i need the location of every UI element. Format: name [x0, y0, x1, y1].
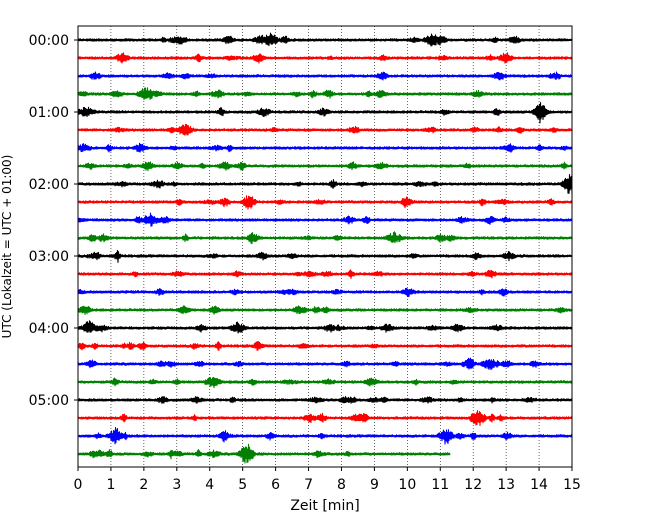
x-tick-label-0: 0: [74, 477, 83, 493]
x-axis-ticks: 0 1 2 3 4 5 6 7 8 9 10 11 12 13 14 15: [74, 467, 581, 493]
x-tick-label-14: 14: [530, 477, 548, 493]
trace-1: [77, 52, 573, 64]
x-tick-label-12: 12: [464, 477, 482, 493]
trace-8: [77, 173, 573, 194]
trace-7: [77, 161, 573, 172]
trace-16: [77, 320, 573, 334]
trace-13: [77, 269, 573, 279]
x-tick-label-1: 1: [106, 477, 115, 493]
y-tick-label-3: 03:00: [29, 249, 69, 265]
y-axis-label: UTC (Lokalzeit = UTC + 01:00): [0, 155, 14, 339]
x-tick-label-3: 3: [172, 477, 181, 493]
x-tick-label-2: 2: [139, 477, 148, 493]
x-tick-label-4: 4: [205, 477, 214, 493]
trace-21: [77, 410, 573, 427]
trace-12: [77, 249, 573, 263]
trace-14: [77, 287, 573, 298]
trace-6: [77, 142, 573, 153]
trace-4: [77, 102, 573, 124]
x-tick-label-8: 8: [337, 477, 346, 493]
y-tick-label-1: 01:00: [29, 105, 69, 121]
x-tick-label-6: 6: [271, 477, 280, 493]
x-tick-label-5: 5: [238, 477, 247, 493]
trace-9: [77, 195, 573, 210]
trace-5: [77, 123, 573, 136]
x-tick-label-10: 10: [398, 477, 416, 493]
trace-15: [77, 305, 573, 316]
trace-2: [77, 71, 573, 81]
trace-22: [77, 426, 573, 445]
trace-17: [77, 341, 573, 351]
trace-20: [77, 395, 573, 405]
trace-23: [77, 443, 451, 464]
y-tick-label-2: 02:00: [29, 177, 69, 193]
y-tick-label-0: 00:00: [29, 33, 69, 49]
trace-11: [77, 231, 573, 245]
trace-19: [77, 376, 573, 389]
trace-0: [77, 32, 573, 47]
trace-3: [77, 87, 573, 101]
trace-10: [77, 212, 573, 227]
y-axis-ticks: 00:00 01:00 02:00 03:00 04:00 05:00: [29, 33, 78, 409]
x-tick-label-7: 7: [304, 477, 313, 493]
plot-frame: [77, 25, 573, 468]
x-tick-label-11: 11: [431, 477, 449, 493]
x-axis-label: Zeit [min]: [290, 498, 359, 514]
trace-18: [77, 357, 573, 371]
x-tick-label-13: 13: [497, 477, 515, 493]
y-tick-label-5: 05:00: [29, 393, 69, 409]
x-tick-label-15: 15: [563, 477, 581, 493]
trace-group: [77, 32, 573, 464]
x-tick-label-9: 9: [370, 477, 379, 493]
y-tick-label-4: 04:00: [29, 321, 69, 337]
